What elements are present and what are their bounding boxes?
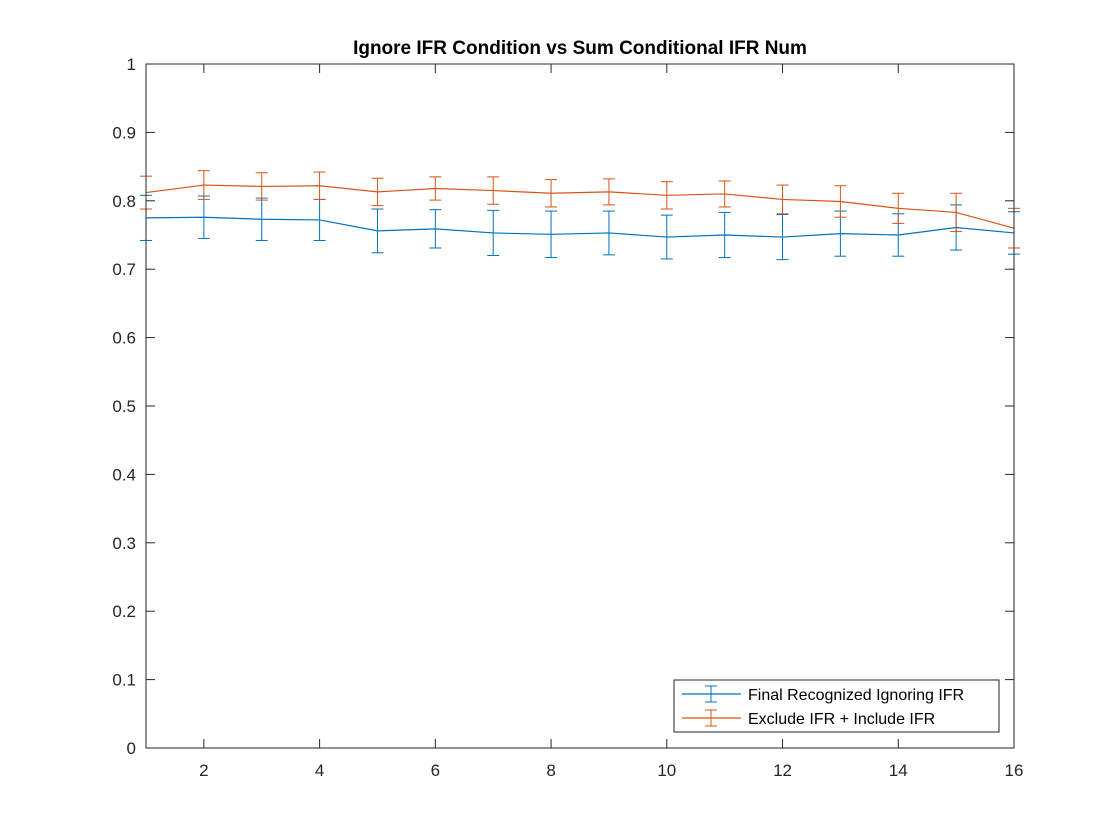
error-bar: [371, 177, 384, 207]
series-line: [145, 184, 1015, 229]
series-layer: [140, 170, 1020, 261]
y-tick-label: 0.1: [112, 671, 136, 690]
plot-area: [146, 64, 1014, 748]
legend-entry-1: Final Recognized Ignoring IFR: [682, 685, 964, 704]
y-tick-label: 0.9: [112, 123, 136, 142]
error-bar: [718, 211, 731, 259]
y-tick-label: 0: [127, 739, 136, 758]
error-bar: [313, 171, 326, 200]
error-bar: [776, 184, 789, 215]
error-bar: [718, 180, 731, 208]
error-bar: [487, 209, 500, 257]
legend-box: [673, 679, 1000, 733]
y-tick-label: 1: [127, 55, 136, 74]
error-bar: [660, 214, 673, 260]
error-bar: [892, 192, 905, 224]
error-bar: [255, 172, 268, 201]
error-bar: [429, 209, 442, 249]
y-tick-label: 0.2: [112, 602, 136, 621]
x-tick-label: 8: [546, 761, 555, 780]
y-tick-label: 0.7: [112, 260, 136, 279]
series-line: [145, 216, 1015, 238]
y-tick-label: 0.4: [112, 465, 136, 484]
error-bar: [197, 170, 210, 200]
x-tick-label: 16: [1005, 761, 1024, 780]
y-tick-label: 0.6: [112, 329, 136, 348]
error-bar: [602, 210, 615, 256]
legend-entry-2: Exclude IFR + Include IFR: [682, 709, 935, 728]
x-tick-label: 4: [315, 761, 324, 780]
legend-items: Final Recognized Ignoring IFR Exclude IFR…: [682, 685, 964, 728]
ticks-layer: 2 4 6 8 10 12 14 16 0 0.1 0.2 0.3 0.4 0.5 0.6 0.7 0.8 0.9…: [112, 55, 1023, 780]
y-tick-label: 0.3: [112, 534, 136, 553]
error-bar: [602, 178, 615, 206]
error-bar: [371, 208, 384, 254]
legend-label: Final Recognized Ignoring IFR: [748, 687, 964, 704]
error-bar: [776, 213, 789, 261]
x-tick-label: 10: [657, 761, 676, 780]
chart-title: Ignore IFR Condition vs Sum Conditional …: [353, 38, 807, 59]
error-bar: [487, 176, 500, 205]
error-bar: [660, 181, 673, 210]
series-1: [140, 194, 1020, 261]
x-tick-label: 14: [889, 761, 908, 780]
x-tick-label: 6: [431, 761, 440, 780]
x-tick-label: 2: [199, 761, 208, 780]
y-tick-label: 0.8: [112, 192, 136, 211]
error-bar: [950, 192, 963, 233]
error-bar: [834, 185, 847, 218]
y-tick-label: 0.5: [112, 397, 136, 416]
error-bar: [545, 179, 558, 208]
error-bar: [429, 176, 442, 201]
legend-label: Exclude IFR + Include IFR: [748, 711, 935, 728]
error-bar: [545, 210, 558, 259]
x-tick-label: 12: [773, 761, 792, 780]
legend: Final Recognized Ignoring IFR Exclude IFR…: [673, 679, 1000, 733]
